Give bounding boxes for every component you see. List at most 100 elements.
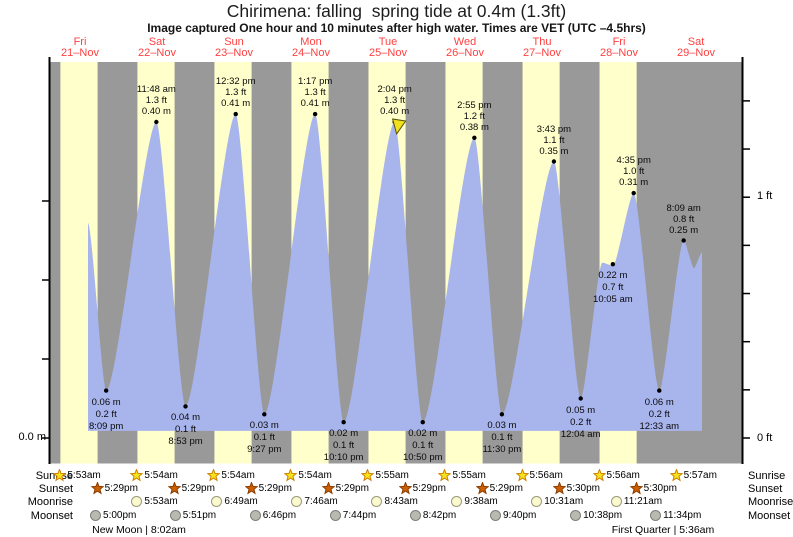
sunset-event: 5:29pm xyxy=(321,482,369,495)
sunrise-time: 5:53am xyxy=(67,470,101,481)
moonset-event: 7:44pm xyxy=(329,509,376,522)
day-date: 25–Nov xyxy=(369,47,407,59)
almanac-row-label-sunrise-right: Sunrise xyxy=(748,470,786,482)
day-name: Sat xyxy=(687,36,705,48)
sunrise-star-icon xyxy=(438,469,452,482)
sunset-event: 5:29pm xyxy=(475,482,523,495)
day-date: 27–Nov xyxy=(523,47,561,59)
sunset-time: 5:29pm xyxy=(412,483,446,494)
sunset-event: 5:29pm xyxy=(398,482,446,495)
page-subtitle: Image captured One hour and 10 minutes a… xyxy=(147,21,646,35)
tide-time: 1:17 pm xyxy=(297,76,333,88)
moonrise-circle-icon xyxy=(531,496,543,507)
tide-extreme-dot xyxy=(262,412,267,417)
day-date: 29–Nov xyxy=(677,47,715,59)
sunrise-event: 5:53am xyxy=(53,469,101,482)
almanac-row-label-moonrise-right: Moonrise xyxy=(748,496,793,508)
tide-time: 4:35 pm xyxy=(616,155,651,167)
sunrise-star-icon xyxy=(130,469,144,482)
sunrise-event: 5:54am xyxy=(207,469,255,482)
moonrise-time: 6:49am xyxy=(224,496,258,507)
moonset-time: 9:40pm xyxy=(503,509,537,521)
sunset-time: 5:29pm xyxy=(489,483,523,494)
tide-m: 0.40 m xyxy=(380,106,410,117)
moonset-circle-icon xyxy=(570,509,582,521)
tide-ft: 0.1 ft xyxy=(333,440,355,452)
day-label: Fri 21–Nov xyxy=(45,37,115,59)
tide-ft: 1.2 ft xyxy=(463,110,485,122)
high-tide-label: 3:43 pm 1.1 ft 0.35 m xyxy=(512,124,596,157)
day-label: Tue 25–Nov xyxy=(353,37,423,59)
tide-curve-area xyxy=(88,114,703,431)
moonrise-event: 9:38am xyxy=(450,495,498,508)
sunset-star-icon xyxy=(321,482,335,495)
tide-extreme-dot xyxy=(103,388,109,393)
high-tide-label: 11:48 am 1.3 ft 0.40 m xyxy=(114,84,198,117)
moonset-event: 10:38pm xyxy=(569,509,622,522)
day-label: Mon 24–Nov xyxy=(276,37,346,59)
sunset-time: 5:29pm xyxy=(181,483,215,494)
tide-time: 12:32 pm xyxy=(215,76,256,88)
almanac-row-label-sunset: Sunset xyxy=(38,483,73,495)
moonrise-time: 10:31am xyxy=(544,496,584,507)
tide-extreme-dot xyxy=(233,111,238,117)
tide-extreme-dot xyxy=(551,159,557,164)
moonset-circle-icon xyxy=(490,509,501,521)
sunrise-star-icon xyxy=(592,469,606,482)
moonrise-time: 11:21am xyxy=(623,496,663,507)
sunrise-star-icon xyxy=(361,469,375,482)
sunset-event: 5:30pm xyxy=(629,482,677,495)
tide-ft: 1.3 ft xyxy=(384,95,406,106)
tide-m: 0.03 m xyxy=(249,420,279,432)
moonrise-time: 7:46am xyxy=(304,496,338,507)
tide-ft: 0.1 ft xyxy=(412,440,434,452)
low-tide-label: 0.02 m 0.1 ft 10:50 pm xyxy=(381,428,465,464)
day-label: Sun 23–Nov xyxy=(199,37,269,59)
moonset-time: 5:00pm xyxy=(103,509,137,521)
tide-m: 0.31 m xyxy=(619,177,649,189)
sunset-time: 5:29pm xyxy=(335,483,369,494)
tide-extreme-dot xyxy=(610,262,616,267)
tide-time: 9:27 pm xyxy=(247,444,282,456)
tide-time: 10:05 am xyxy=(593,294,633,306)
moonset-event: 6:46pm xyxy=(249,509,296,522)
moonset-time: 7:44pm xyxy=(342,509,377,521)
tide-ft: 0.1 ft xyxy=(491,432,513,444)
sunrise-time: 5:54am xyxy=(221,470,255,481)
moonset-time: 11:34pm xyxy=(663,509,702,521)
sunrise-time: 5:56am xyxy=(606,470,640,481)
moonset-event: 11:34pm xyxy=(649,509,701,522)
tide-time: 10:10 pm xyxy=(323,452,364,464)
almanac-row-label-moonset-right: Moonset xyxy=(748,509,791,522)
sunset-star-icon xyxy=(90,482,104,495)
moonrise-circle-icon xyxy=(291,496,303,507)
tide-extreme-dot xyxy=(341,420,346,425)
tide-time: 8:09 pm xyxy=(88,420,124,432)
tide-extreme-dot xyxy=(420,420,425,425)
moonset-circle-icon xyxy=(409,509,421,521)
tide-extreme-dot xyxy=(472,135,477,140)
day-label: Sat 29–Nov xyxy=(661,37,731,59)
day-label: Thu 27–Nov xyxy=(507,37,577,59)
tide-extreme-dot xyxy=(312,111,318,117)
low-tide-label: 0.22 m 0.7 ft 10:05 am xyxy=(571,270,655,306)
tide-ft: 1.0 ft xyxy=(623,166,645,178)
moonrise-circle-icon xyxy=(451,496,463,507)
moonrise-event: 11:21am xyxy=(610,495,662,508)
moonset-time: 10:38pm xyxy=(583,509,623,521)
moonrise-circle-icon xyxy=(610,496,622,507)
sunset-star-icon xyxy=(475,482,489,495)
tide-ft: 0.7 ft xyxy=(602,282,624,294)
low-tide-label: 0.06 m 0.2 ft 8:09 pm xyxy=(64,397,148,433)
tide-extreme-dot xyxy=(154,119,159,125)
day-date: 28–Nov xyxy=(600,47,638,59)
sunrise-time: 5:57am xyxy=(683,470,717,481)
moonset-event: 9:40pm xyxy=(489,509,536,522)
sunrise-event: 5:54am xyxy=(130,469,178,482)
moonset-time: 5:51pm xyxy=(182,509,217,521)
sunset-time: 5:30pm xyxy=(643,483,677,494)
sunrise-star-icon xyxy=(53,469,67,482)
tide-m: 0.38 m xyxy=(459,121,489,133)
sunset-time: 5:29pm xyxy=(104,483,138,494)
